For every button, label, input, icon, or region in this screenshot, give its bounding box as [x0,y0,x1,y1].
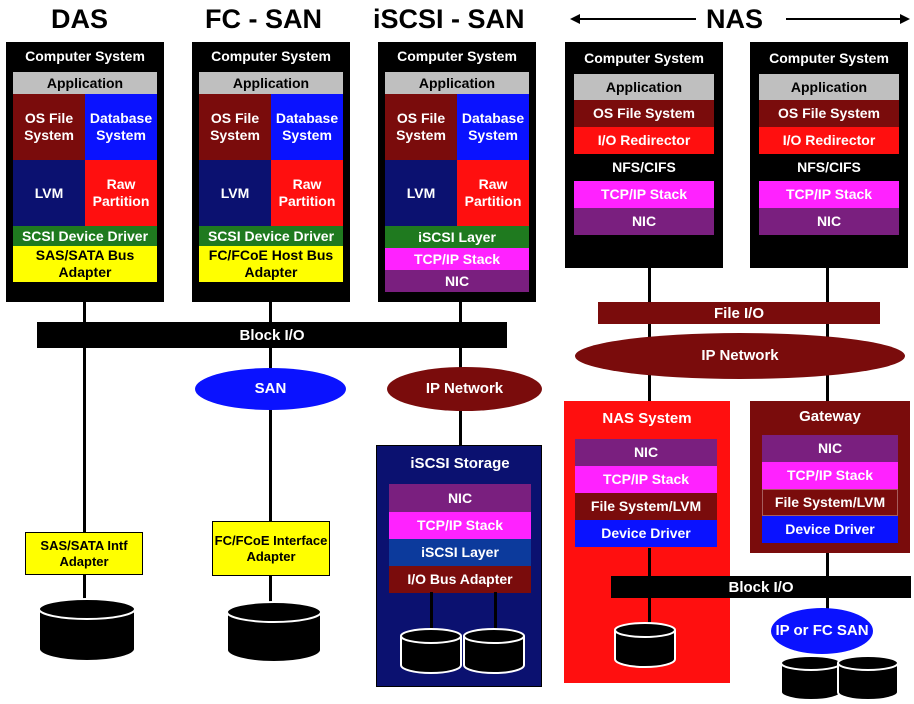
iscsi-disk-link-1 [430,592,433,632]
scsi-device-driver-layer: SCSI Device Driver [199,226,343,246]
tcpip-stack-layer: TCP/IP Stack [385,248,529,270]
nic-layer: NIC [574,208,714,235]
io-redirector-layer: I/O Redirector [574,127,714,154]
header-iscsi-san: iSCSI - SAN [373,4,525,34]
application-layer: Application [574,74,714,100]
fc-disk-icon [226,601,322,663]
os-file-system-layer: OS File System [759,100,899,127]
application-layer: Application [199,72,343,94]
iscsi-computer-system: Computer System Application OS File Syst… [378,42,536,302]
os-file-system-layer: OS File System [199,94,271,160]
nas-computer-system-2: Computer System Application OS File Syst… [750,42,908,268]
iscsi-storage-io-bus-adapter: I/O Bus Adapter [389,566,531,593]
ip-or-fc-san-ellipse: IP or FC SAN [771,608,873,654]
nas-computer-system-1: Computer System Application OS File Syst… [565,42,723,268]
nas-ip-network-ellipse: IP Network [575,333,905,379]
io-redirector-layer: I/O Redirector [759,127,899,154]
nas-system-box: NAS System NIC TCP/IP Stack File System/… [564,401,730,683]
header-fc-san: FC - SAN [205,4,322,34]
tcpip-stack-layer: TCP/IP Stack [759,181,899,208]
nas-span-arrows [570,14,910,24]
gateway-nic: NIC [762,435,898,462]
os-file-system-layer: OS File System [385,94,457,160]
sas-bus-adapter-layer: SAS/SATA Bus Adapter [13,246,157,282]
san-disk-icon-2 [837,655,899,701]
lvm-layer: LVM [385,160,457,226]
gateway-title: Gateway [799,408,861,425]
os-file-system-layer: OS File System [13,94,85,160]
das-connector-line [83,300,86,608]
gateway-tcpip: TCP/IP Stack [762,462,898,489]
raw-partition-layer: Raw Partition [457,160,529,226]
san-ellipse: SAN [195,368,346,410]
os-file-system-layer: OS File System [574,100,714,127]
database-system-layer: Database System [271,94,343,160]
das-disk-icon [38,598,136,662]
nfs-cifs-layer: NFS/CIFS [574,154,714,181]
scsi-device-driver-layer: SCSI Device Driver [13,226,157,246]
iscsi-storage-tcpip: TCP/IP Stack [389,512,531,539]
file-io-bar: File I/O [598,302,880,324]
iscsi-storage-title: iSCSI Storage [410,455,510,472]
block-io-bar: Block I/O [37,322,507,348]
lvm-layer: LVM [13,160,85,226]
gateway-file-system-lvm: File System/LVM [762,489,898,516]
nas-system-file-system-lvm: File System/LVM [575,493,717,520]
raw-partition-layer: Raw Partition [85,160,157,226]
nic-layer: NIC [759,208,899,235]
computer-system-title: Computer System [584,50,704,66]
iscsi-disk-icon-2 [463,628,525,674]
header-nas: NAS [706,4,764,34]
database-system-layer: Database System [85,94,157,160]
computer-system-title: Computer System [397,48,517,64]
header-das: DAS [51,4,109,34]
nas-system-device-driver: Device Driver [575,520,717,547]
nfs-cifs-layer: NFS/CIFS [759,154,899,181]
application-layer: Application [759,74,899,100]
iscsi-layer: iSCSI Layer [385,226,529,248]
fc-computer-system: Computer System Application OS File Syst… [192,42,350,302]
computer-system-title: Computer System [211,48,331,64]
lvm-layer: LVM [199,160,271,226]
nas-system-title: NAS System [602,410,692,427]
nic-layer: NIC [385,270,529,292]
nas-block-io-bar: Block I/O [611,576,911,598]
nas-disk-icon [614,622,676,668]
iscsi-ip-network-ellipse: IP Network [387,367,542,411]
san-disk-icon-1 [780,655,842,701]
raw-partition-layer: Raw Partition [271,160,343,226]
computer-system-title: Computer System [25,48,145,64]
iscsi-storage-iscsi-layer: iSCSI Layer [389,539,531,566]
fc-connector-line [269,300,272,610]
database-system-layer: Database System [457,94,529,160]
gateway-box: Gateway NIC TCP/IP Stack File System/LVM… [750,401,910,553]
iscsi-storage-nic: NIC [389,484,531,512]
computer-system-title: Computer System [769,50,889,66]
application-layer: Application [385,72,529,94]
fc-host-bus-adapter-layer: FC/FCoE Host Bus Adapter [199,246,343,282]
sas-sata-intf-adapter: SAS/SATA Intf Adapter [25,532,143,575]
tcpip-stack-layer: TCP/IP Stack [574,181,714,208]
iscsi-disk-icon-1 [400,628,462,674]
nas-system-nic: NIC [575,439,717,466]
application-layer: Application [13,72,157,94]
gateway-device-driver: Device Driver [762,516,898,543]
das-computer-system: Computer System Application OS File Syst… [6,42,164,302]
iscsi-disk-link-2 [494,592,497,632]
fc-fcoe-interface-adapter: FC/FCoE Interface Adapter [212,521,330,576]
nas-system-tcpip: TCP/IP Stack [575,466,717,493]
